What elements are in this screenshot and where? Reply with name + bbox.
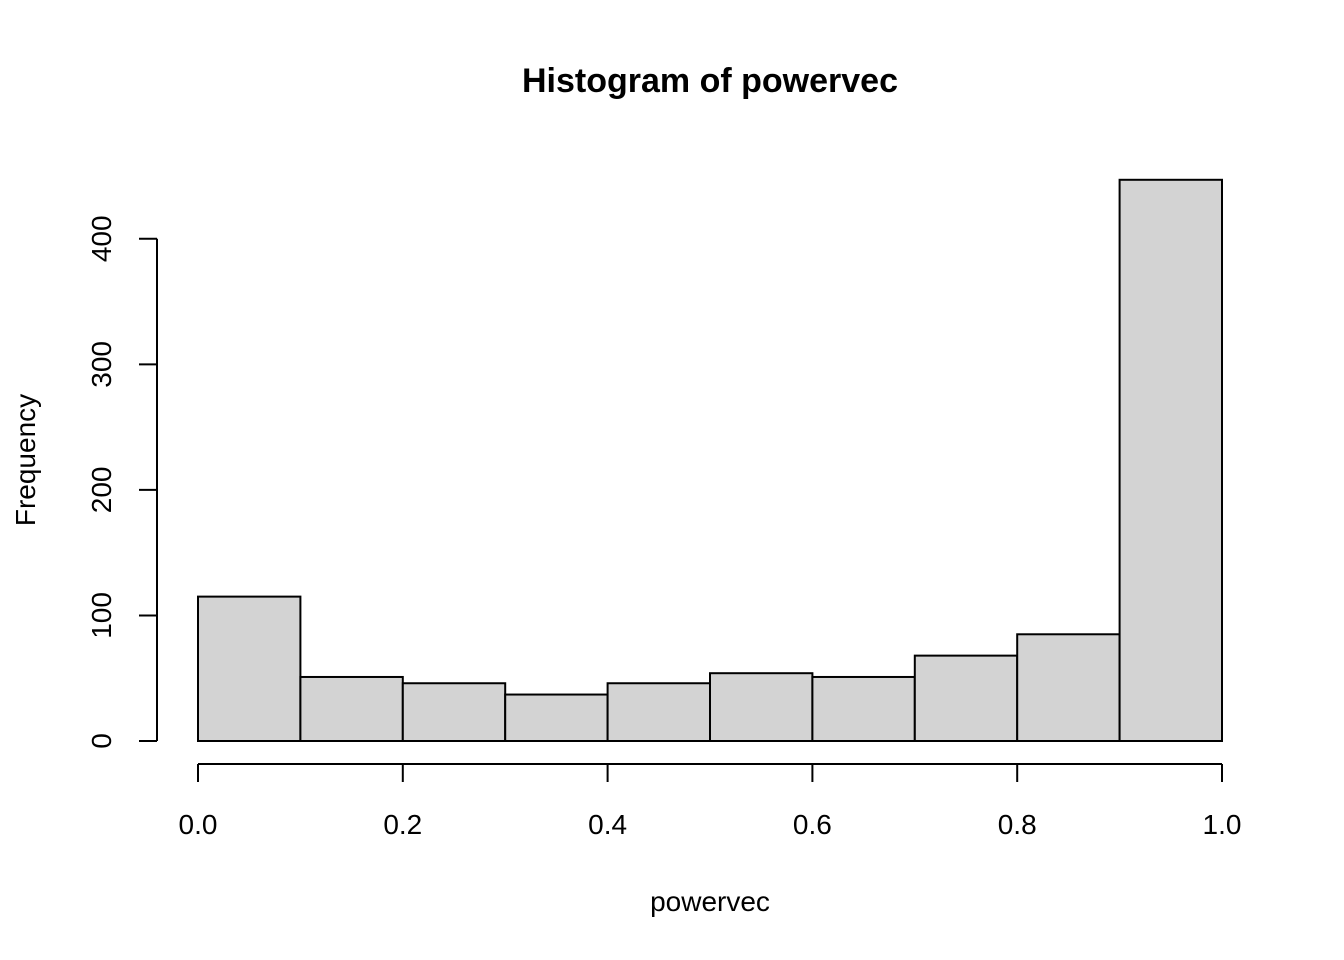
histogram-bar-2	[401, 682, 507, 743]
bars-group	[197, 178, 1223, 743]
histogram-bar-3	[504, 693, 609, 743]
histogram-bar-7	[913, 654, 1019, 742]
chart-title: Histogram of powervec	[522, 62, 898, 100]
x-tick-label-0.0: 0.0	[179, 809, 218, 840]
x-tick-label-0.8: 0.8	[998, 809, 1037, 840]
x-axis-label: powervec	[650, 886, 770, 917]
x-tick-label-0.2: 0.2	[383, 809, 422, 840]
histogram-bar-4	[606, 682, 711, 743]
y-tick-label-400: 400	[86, 215, 117, 262]
histogram-bar-5	[709, 672, 814, 742]
y-tick-label-200: 200	[86, 467, 117, 514]
y-tick-label-100: 100	[86, 592, 117, 639]
histogram-bar-0	[197, 595, 302, 742]
y-axis: 0 100 200 300 400	[86, 215, 158, 749]
y-tick-label-300: 300	[86, 341, 117, 388]
histogram-bar-8	[1016, 633, 1121, 742]
x-tick-label-0.4: 0.4	[588, 809, 627, 840]
x-axis: 0.0 0.2 0.4 0.6 0.8 1.0	[179, 763, 1242, 840]
histogram-bar-6	[811, 675, 916, 742]
y-axis-label: Frequency	[10, 394, 41, 526]
x-tick-label-0.6: 0.6	[793, 809, 832, 840]
histogram-bar-1	[299, 675, 404, 742]
y-tick-label-0: 0	[86, 733, 117, 749]
histogram-bar-9	[1118, 178, 1223, 742]
x-tick-label-1.0: 1.0	[1203, 809, 1242, 840]
